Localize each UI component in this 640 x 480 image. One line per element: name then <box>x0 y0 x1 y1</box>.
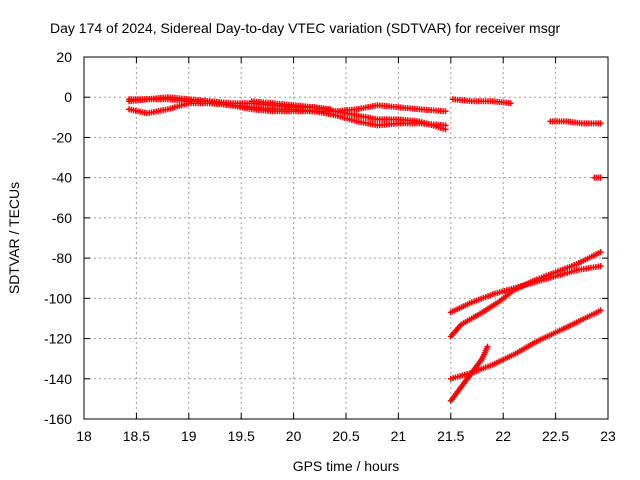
series-track-e <box>449 96 514 107</box>
y-tick-label: -60 <box>52 210 72 226</box>
series-track-d <box>248 98 449 133</box>
axis-ticks <box>83 56 609 420</box>
y-tick-label: 0 <box>64 89 72 105</box>
x-tick-label: 22.5 <box>542 428 569 444</box>
series-track-h <box>447 263 604 316</box>
series-track-f <box>547 118 604 127</box>
x-tick-label: 23 <box>600 428 616 444</box>
x-tick-label: 19.5 <box>228 428 255 444</box>
x-tick-label: 21.5 <box>437 428 464 444</box>
y-tick-label: -40 <box>52 170 72 186</box>
x-tick-label: 22 <box>495 428 511 444</box>
data-point <box>442 108 449 115</box>
x-tick-label: 19 <box>181 428 197 444</box>
data-point <box>442 126 449 133</box>
series-track-i <box>447 249 604 340</box>
x-axis-label: GPS time / hours <box>293 458 400 474</box>
x-tick-labels: 18 18.5 19 19.5 20 20.5 21 21.5 22 22.5 23 <box>76 428 616 444</box>
y-axis-label: SDTVAR / TECUs <box>6 182 22 294</box>
x-tick-label: 18.5 <box>123 428 150 444</box>
y-tick-label: -80 <box>52 250 72 266</box>
y-tick-label: -140 <box>44 371 72 387</box>
y-tick-label: -120 <box>44 331 72 347</box>
series-track-k <box>447 343 491 404</box>
series-track-c <box>126 94 449 129</box>
x-tick-label: 18 <box>76 428 92 444</box>
data-point <box>597 263 604 270</box>
series-track-g <box>591 174 604 181</box>
y-tick-label: -20 <box>52 129 72 145</box>
data-point <box>484 343 491 350</box>
data-point <box>597 120 604 127</box>
y-tick-labels: 20 0 -20 -40 -60 -80 -100 -120 -140 -160 <box>44 49 72 427</box>
y-tick-label: -100 <box>44 290 72 306</box>
y-tick-label: 20 <box>56 49 72 65</box>
data-point <box>507 100 514 107</box>
x-tick-label: 20.5 <box>332 428 359 444</box>
x-tick-label: 20 <box>286 428 302 444</box>
data-points <box>126 94 604 404</box>
data-point <box>597 307 604 314</box>
chart-title: Day 174 of 2024, Sidereal Day-to-day VTE… <box>50 20 560 36</box>
y-tick-label: -160 <box>44 411 72 427</box>
x-tick-label: 21 <box>391 428 407 444</box>
data-point <box>597 249 604 256</box>
